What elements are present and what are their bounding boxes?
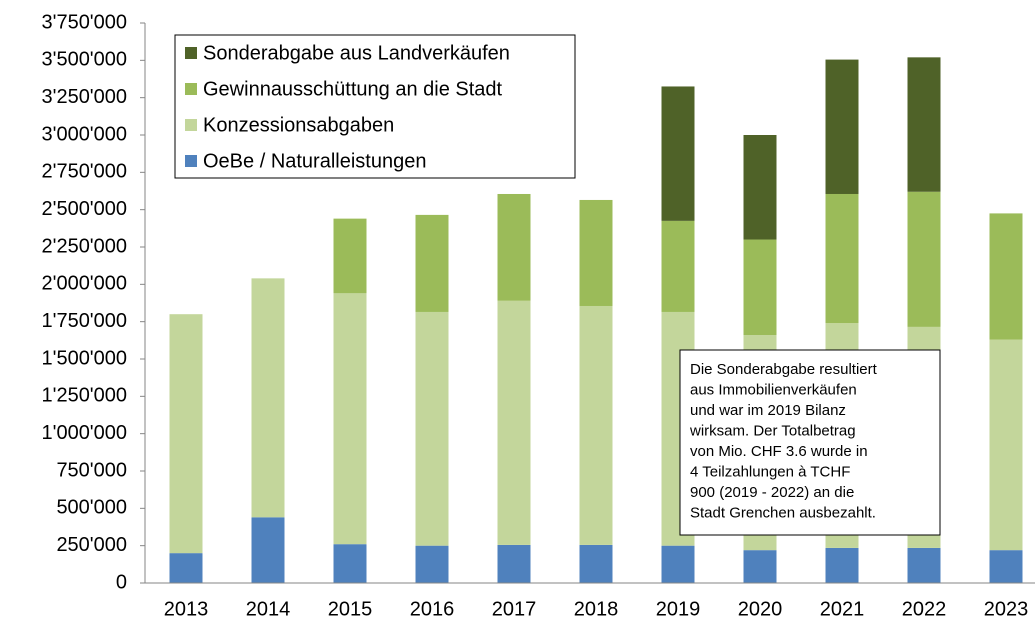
legend-box — [174, 34, 576, 179]
y-tick-label: 3'000'000 — [42, 123, 128, 145]
legend-swatch — [185, 119, 197, 131]
bar-segment — [415, 214, 449, 312]
bar-segment — [333, 218, 367, 294]
bar-segment — [743, 135, 777, 240]
y-tick-label: 1'750'000 — [42, 310, 128, 332]
x-tick-label: 2017 — [492, 598, 537, 620]
bar-segment — [415, 311, 449, 546]
bar-segment — [579, 199, 613, 306]
legend-swatch — [185, 47, 197, 59]
x-tick-label: 2018 — [574, 598, 619, 620]
bar-segment — [579, 305, 613, 545]
bar-segment — [415, 545, 449, 583]
y-tick-label: 250'000 — [56, 534, 127, 556]
legend-label: OeBe / Naturalleistungen — [203, 150, 426, 172]
bar-segment — [661, 545, 695, 583]
bar-segment — [989, 550, 1023, 583]
legend-swatch — [185, 83, 197, 95]
bar-segment — [989, 213, 1023, 340]
bar-segment — [907, 57, 941, 192]
y-tick-label: 2'000'000 — [42, 273, 128, 295]
y-tick-label: 2'750'000 — [42, 161, 128, 183]
bar-segment — [251, 278, 285, 518]
bar-segment — [743, 550, 777, 583]
annotation-line: Die Sonderabgabe resultiert — [690, 361, 878, 378]
annotation-line: und war im 2019 Bilanz — [690, 402, 846, 419]
bar-segment — [169, 314, 203, 554]
y-tick-label: 1'000'000 — [42, 422, 128, 444]
x-tick-label: 2015 — [328, 598, 373, 620]
bar-segment — [333, 293, 367, 545]
bar-segment — [497, 193, 531, 301]
bar-segment — [907, 191, 941, 327]
bar-segment — [169, 553, 203, 583]
legend-swatch — [185, 155, 197, 167]
bar-segment — [579, 544, 613, 583]
bar-segment — [251, 517, 285, 583]
x-tick-label: 2020 — [738, 598, 783, 620]
bar-segment — [825, 547, 859, 583]
x-tick-label: 2021 — [820, 598, 865, 620]
bar-segment — [497, 300, 531, 545]
y-tick-label: 2'250'000 — [42, 235, 128, 257]
x-tick-label: 2022 — [902, 598, 947, 620]
y-tick-label: 2'500'000 — [42, 198, 128, 220]
bar-segment — [989, 339, 1023, 551]
bar-segment — [825, 193, 859, 324]
legend-label: Konzessionsabgaben — [203, 114, 394, 136]
legend-label: Sonderabgabe aus Landverkäufen — [203, 42, 510, 64]
y-tick-label: 500'000 — [56, 497, 127, 519]
y-tick-label: 3'250'000 — [42, 86, 128, 108]
y-tick-label: 3'750'000 — [42, 11, 128, 33]
x-tick-label: 2014 — [246, 598, 291, 620]
y-tick-label: 1'250'000 — [42, 385, 128, 407]
y-tick-label: 750'000 — [56, 459, 127, 481]
annotation-line: Stadt Grenchen ausbezahlt. — [690, 504, 876, 521]
bar-segment — [825, 59, 859, 194]
annotation-line: aus Immobilienverkäufen — [690, 381, 857, 398]
x-tick-label: 2016 — [410, 598, 455, 620]
bar-segment — [333, 544, 367, 583]
bar-segment — [743, 239, 777, 336]
legend-label: Gewinnausschüttung an die Stadt — [203, 78, 503, 100]
bar-segment — [497, 544, 531, 583]
annotation-line: 900 (2019 - 2022) an die — [690, 484, 854, 501]
annotation-box — [679, 349, 941, 536]
annotation-line: 4 Teilzahlungen à TCHF — [690, 463, 850, 480]
x-tick-label: 2019 — [656, 598, 701, 620]
bar-segment — [661, 220, 695, 312]
annotation-line: wirksam. Der Totalbetrag — [689, 422, 856, 439]
bar-segment — [907, 547, 941, 583]
bar-segment — [661, 86, 695, 221]
x-tick-label: 2013 — [164, 598, 209, 620]
y-tick-label: 0 — [116, 571, 127, 593]
y-tick-label: 1'500'000 — [42, 347, 128, 369]
y-tick-label: 3'500'000 — [42, 49, 128, 71]
x-tick-label: 2023 — [984, 598, 1029, 620]
annotation-line: von Mio. CHF 3.6 wurde in — [690, 443, 868, 460]
